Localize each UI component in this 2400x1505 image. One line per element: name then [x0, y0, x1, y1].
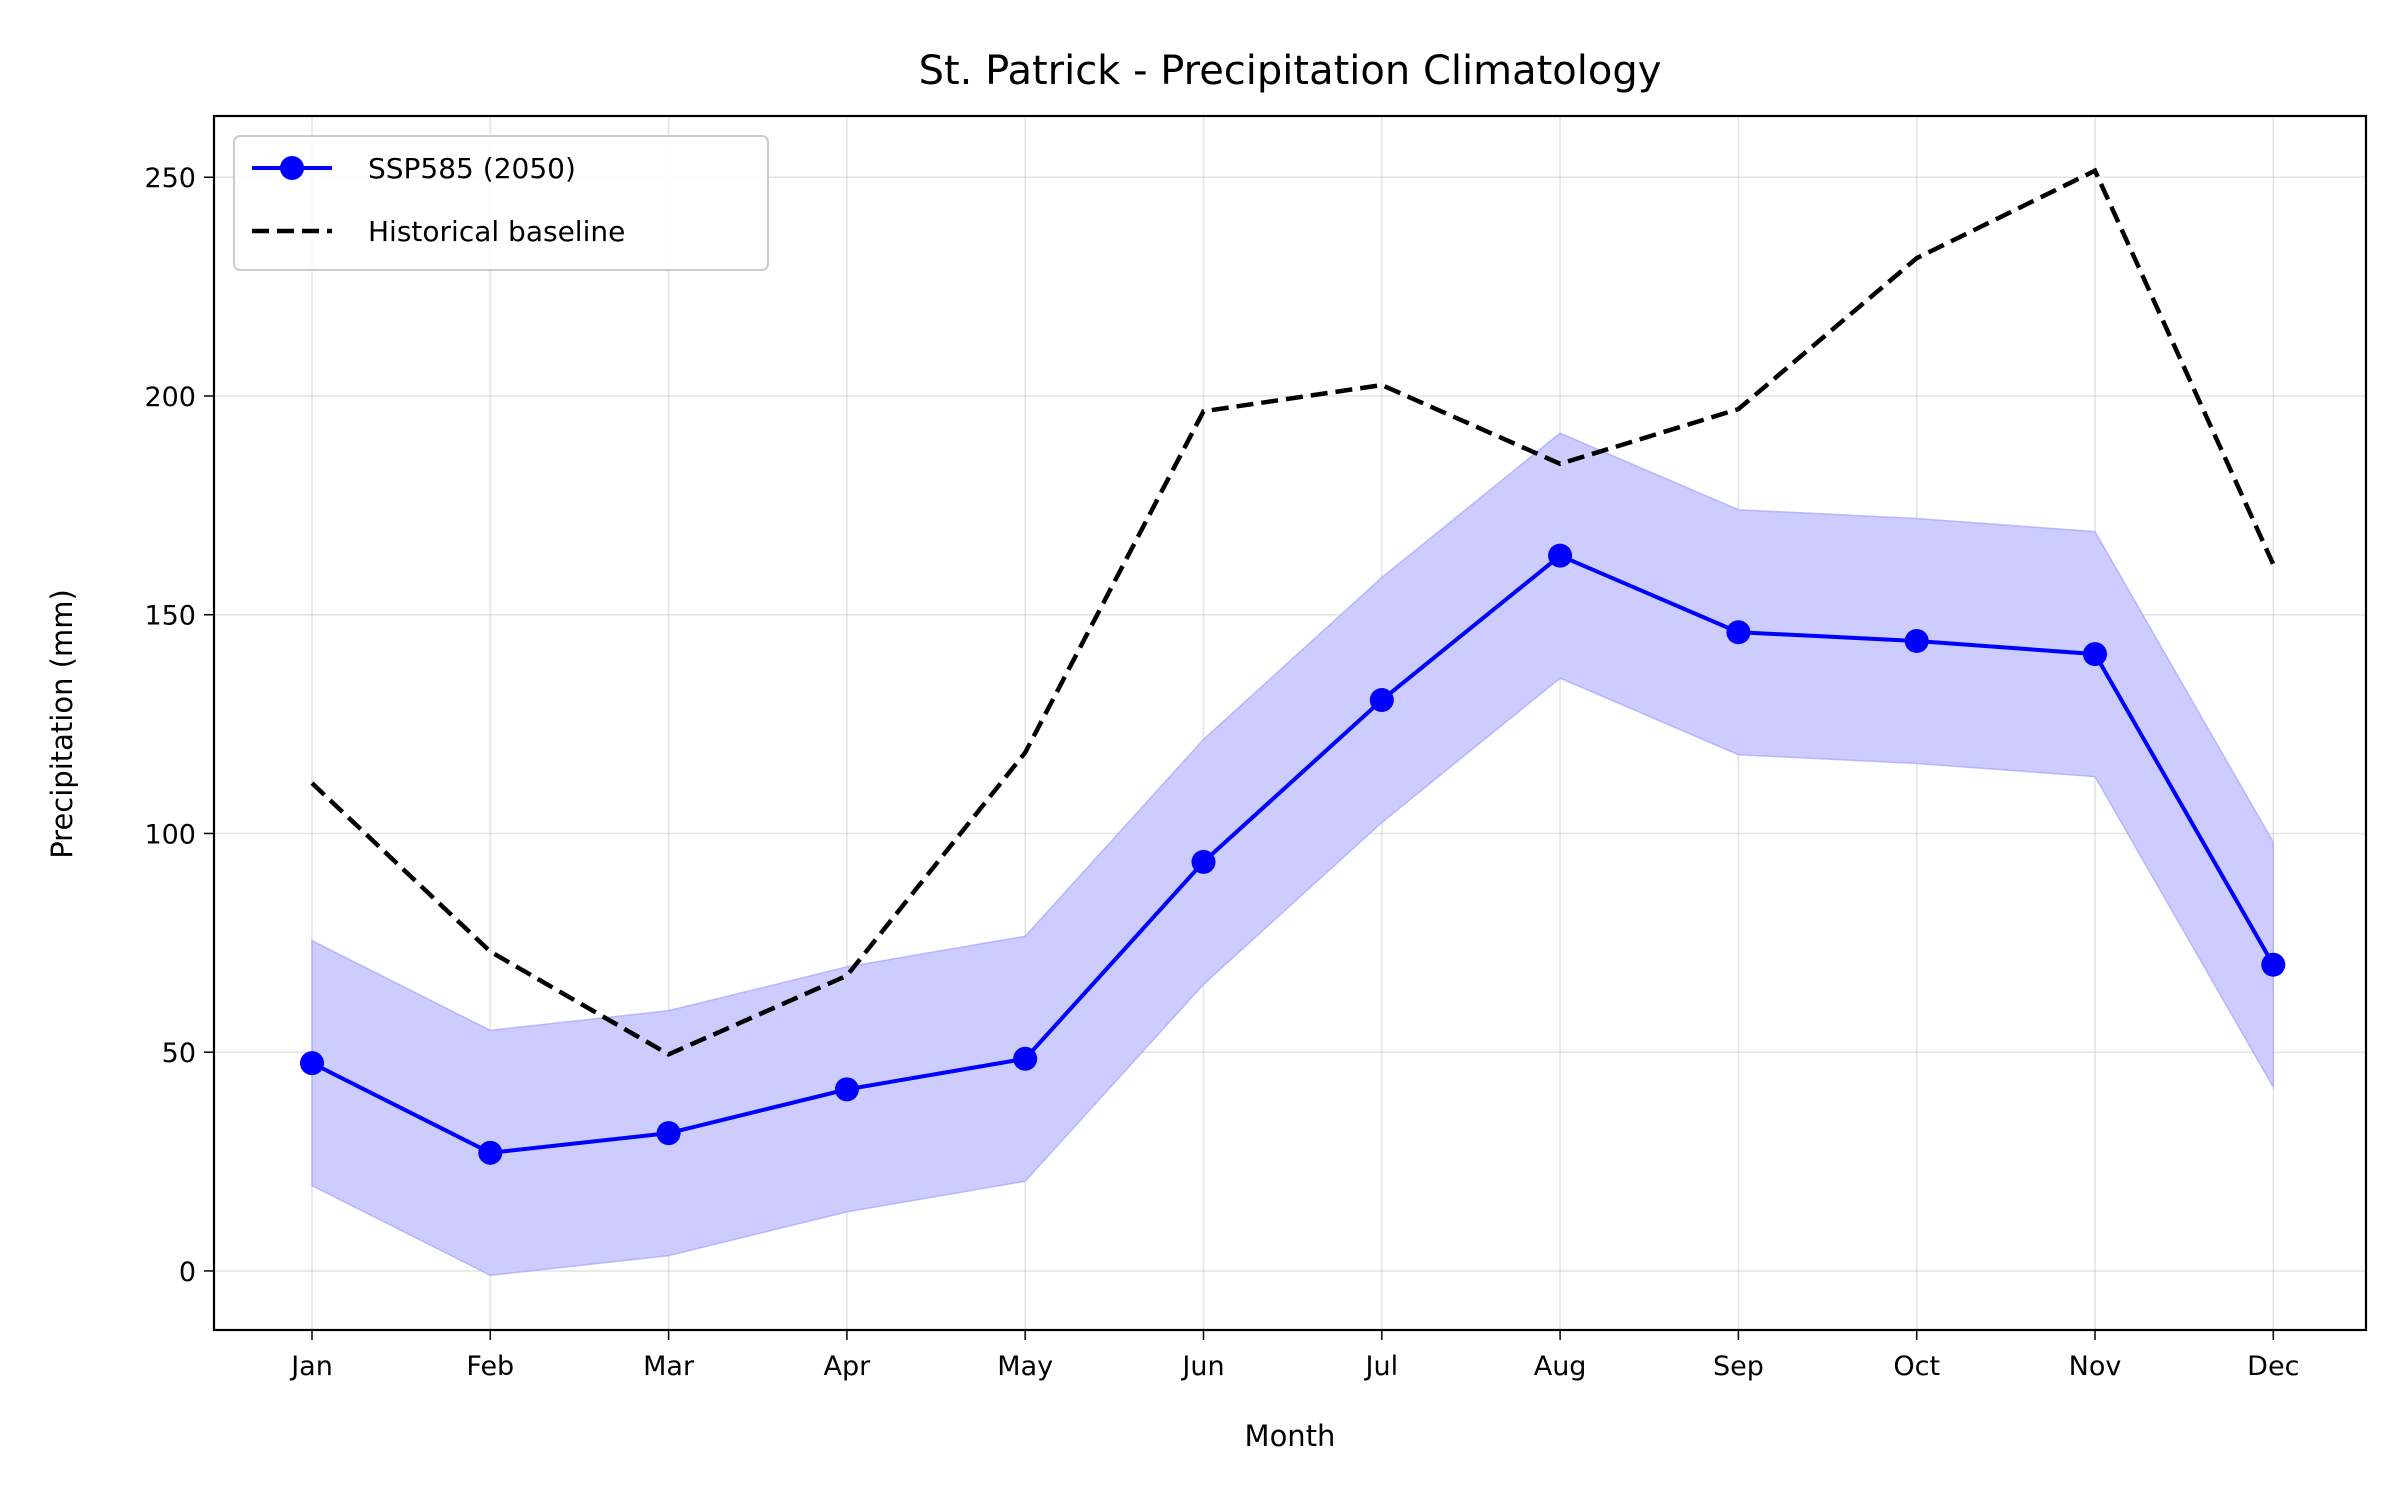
- uncertainty-band: [311, 432, 2275, 1277]
- x-tick-label: Jan: [289, 1351, 333, 1382]
- legend-ssp585-marker: [280, 156, 304, 180]
- y-tick-label: 150: [144, 601, 196, 632]
- y-tick-label: 250: [144, 163, 196, 194]
- x-tick-label: Oct: [1893, 1351, 1940, 1382]
- ssp585-point: [1013, 1046, 1038, 1071]
- x-tick-label: Mar: [643, 1351, 695, 1382]
- ssp585-point: [834, 1077, 859, 1102]
- x-tick-label: Feb: [466, 1351, 514, 1382]
- series-layer: [300, 167, 2286, 1165]
- ssp585-point: [300, 1051, 324, 1076]
- ssp585-point: [478, 1140, 503, 1165]
- x-tick-label: Apr: [824, 1351, 872, 1382]
- legend-ssp585-label: SSP585 (2050): [368, 152, 576, 185]
- x-tick-label: May: [997, 1351, 1053, 1382]
- x-axis-ticks: Jan Feb Mar Apr May Jun Jul Aug Sep Oct Nov Dec: [289, 1330, 2299, 1382]
- legend-historical-label: Historical baseline: [368, 215, 625, 248]
- chart-title: St. Patrick - Precipitation Climatology: [919, 48, 1662, 94]
- uncertainty-band-layer: [311, 432, 2275, 1277]
- grid-lines: [214, 116, 2366, 1330]
- ssp585-line: [311, 553, 2276, 1155]
- x-tick-label: Nov: [2069, 1351, 2122, 1382]
- legend-box: [233, 135, 769, 271]
- y-tick-label: 200: [144, 382, 196, 413]
- x-tick-label: Dec: [2247, 1351, 2299, 1382]
- y-axis-ticks: 0 50 100 150 200 250: [144, 163, 214, 1288]
- ssp585-point: [1191, 849, 1216, 874]
- x-tick-label: Aug: [1534, 1351, 1587, 1382]
- plot-frame: [212, 114, 2368, 1332]
- ssp585-point: [2083, 642, 2107, 667]
- y-tick-label: 100: [144, 819, 196, 850]
- y-tick-label: 0: [179, 1257, 196, 1288]
- y-axis-label: Precipitation (mm): [45, 589, 79, 859]
- x-tick-label: Sep: [1713, 1351, 1764, 1382]
- x-tick-label: Jun: [1180, 1351, 1224, 1382]
- ssp585-point: [1548, 543, 1573, 568]
- ssp585-point: [656, 1121, 681, 1146]
- legend: SSP585 (2050) Historical baseline: [233, 135, 769, 271]
- ssp585-point: [1369, 688, 1394, 713]
- axes-layer: [212, 114, 2368, 1332]
- ssp585-point: [2261, 952, 2286, 977]
- ssp585-point: [1904, 628, 1929, 653]
- historical-baseline-line: [310, 167, 2276, 1057]
- x-axis-label: Month: [1245, 1419, 1336, 1453]
- y-tick-label: 50: [162, 1038, 196, 1069]
- x-tick-label: Jul: [1364, 1351, 1399, 1382]
- ssp585-point: [1726, 620, 1751, 645]
